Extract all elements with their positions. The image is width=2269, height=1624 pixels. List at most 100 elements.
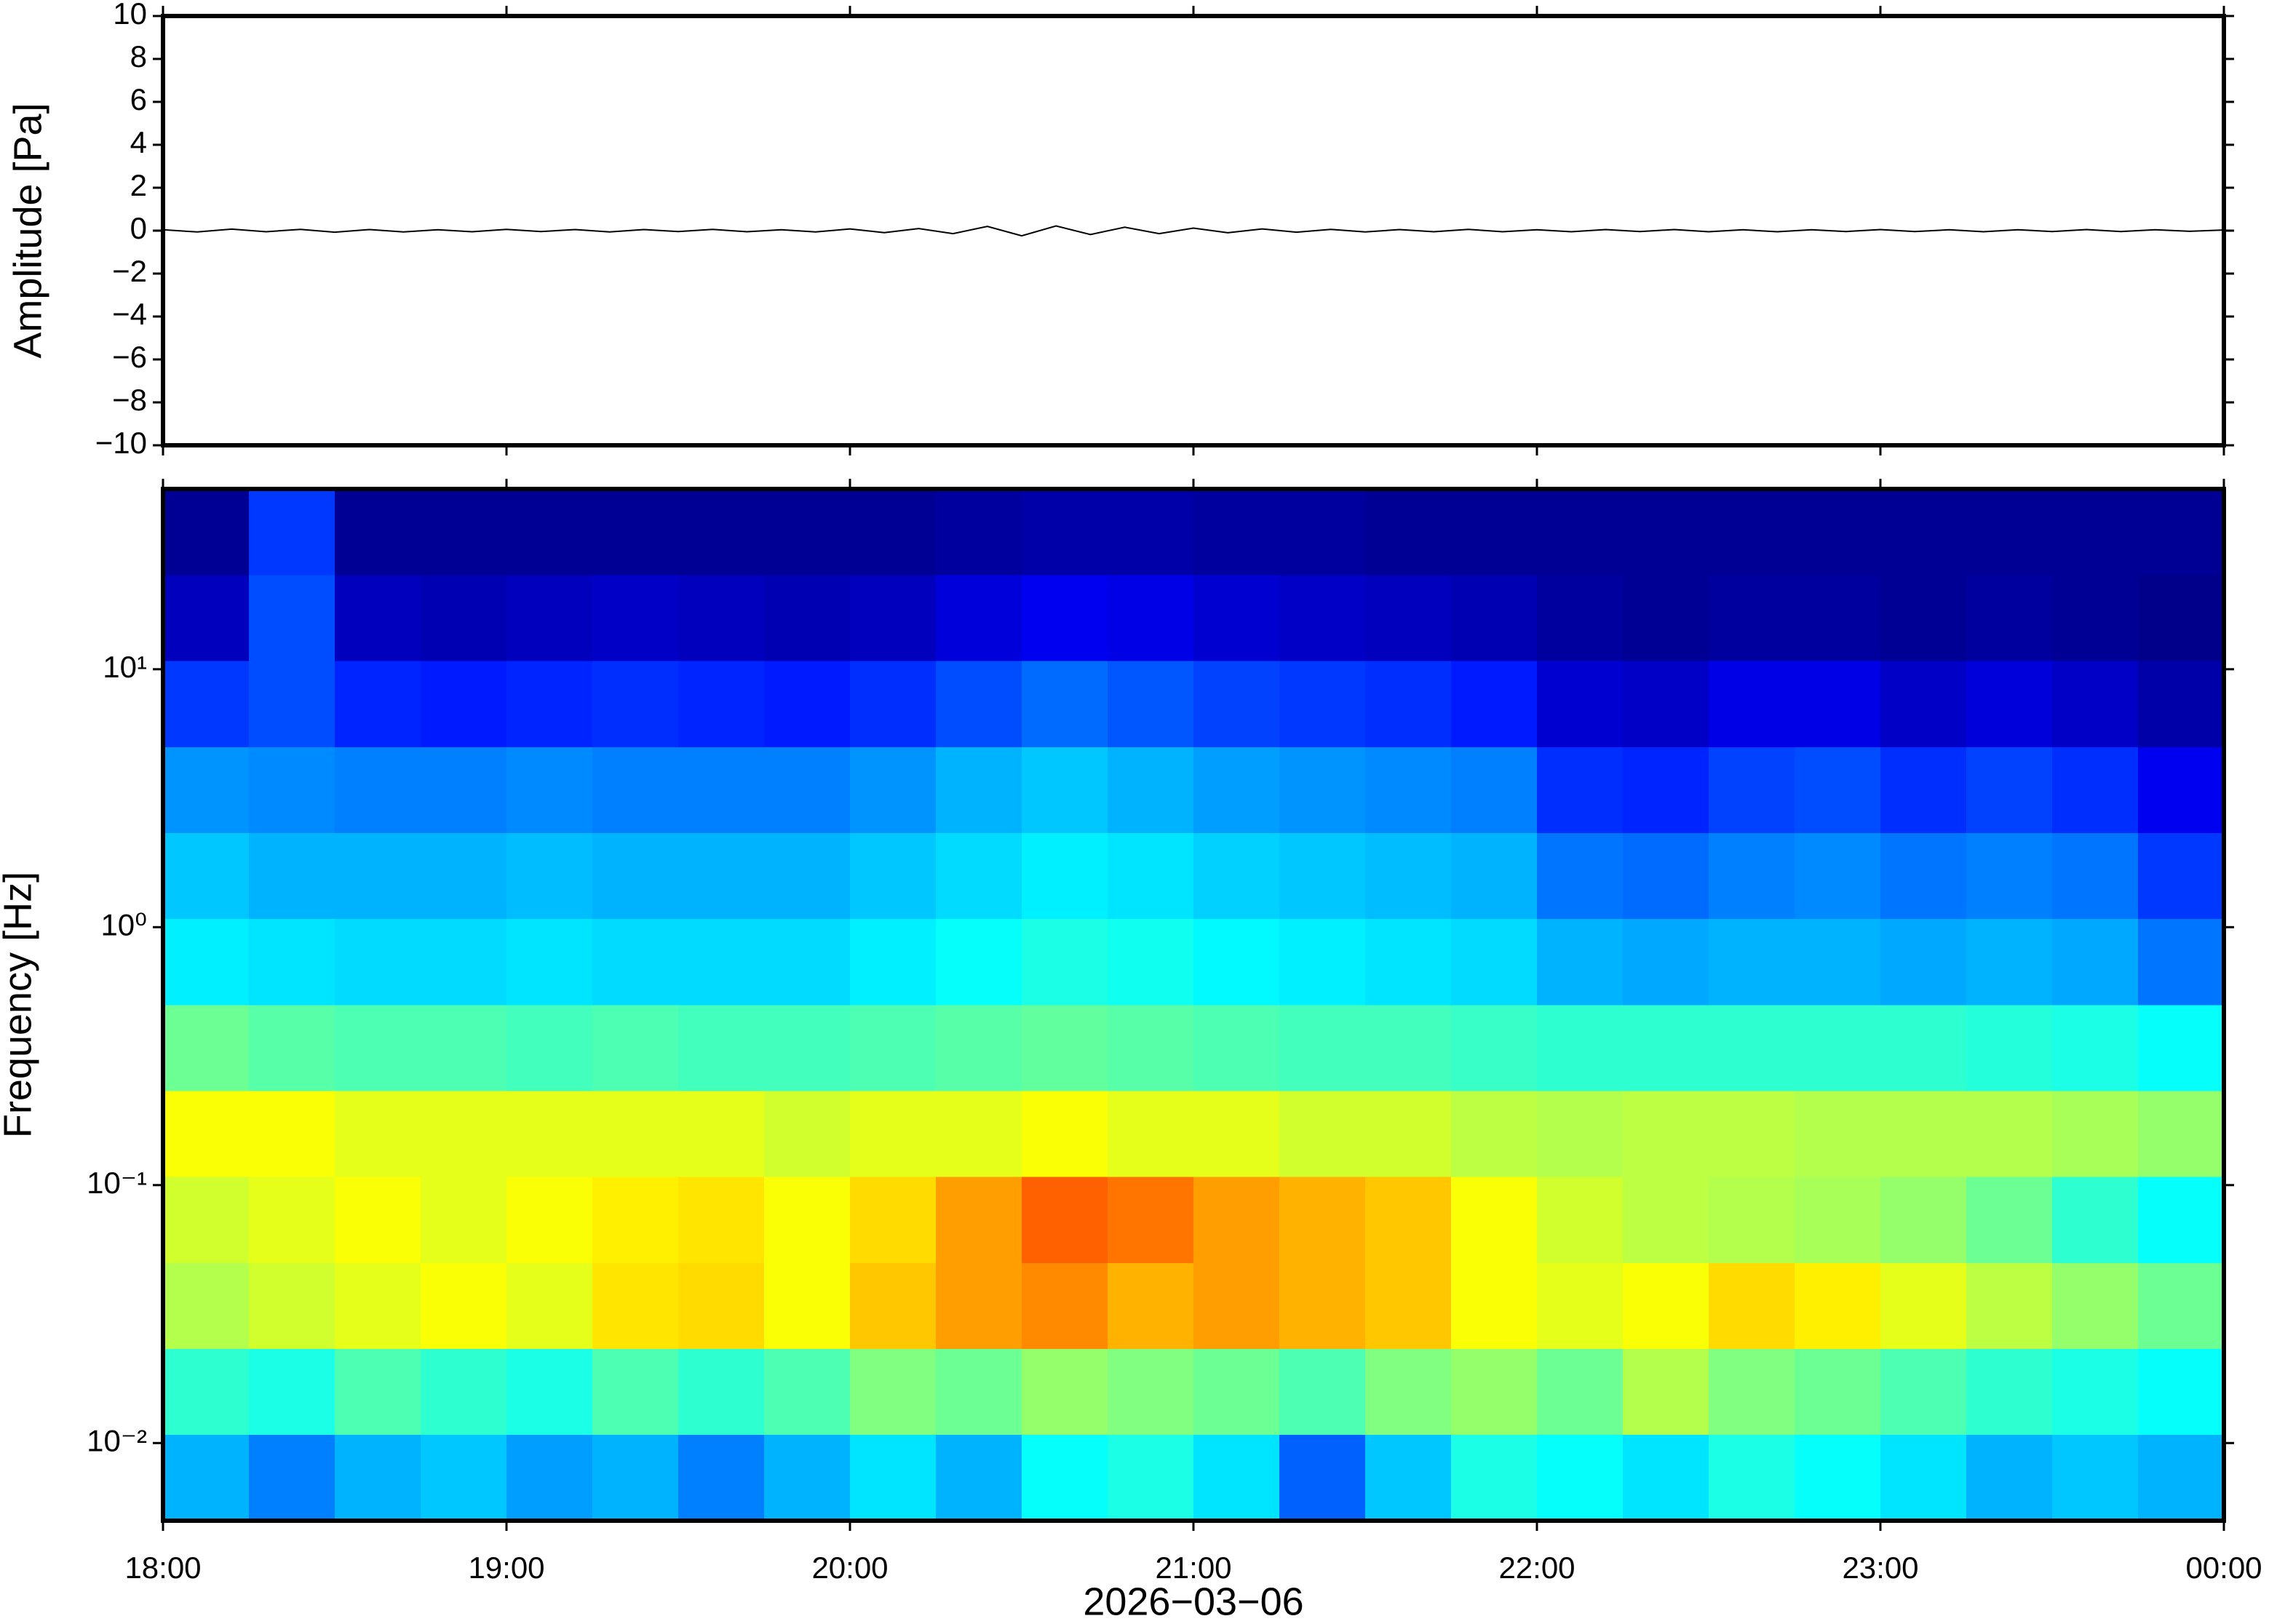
spectrogram-cell: [678, 575, 765, 661]
spectrogram-cell: [764, 489, 851, 576]
spectrogram-cell: [1279, 660, 1366, 747]
spectrogram-cell: [1022, 1262, 1108, 1350]
spectrogram-cell: [936, 832, 1022, 919]
spectrogram-cell: [1365, 918, 1452, 1006]
spectrogram-cell: [1451, 1348, 1538, 1435]
x-tick-label: 23:00: [1842, 1551, 1918, 1585]
spectrogram-cell: [2052, 1005, 2139, 1091]
spectrogram-cell: [506, 747, 593, 834]
spectrogram-cell: [2138, 832, 2225, 919]
spectrogram-cell: [1880, 1005, 1967, 1091]
spectrogram-cell: [1709, 575, 1795, 661]
spectrogram-cell: [1365, 832, 1452, 919]
spectrogram-cell: [2138, 1348, 2225, 1435]
spectrogram-cell: [1709, 1348, 1795, 1435]
spectrogram-cell: [421, 660, 507, 747]
spectrogram-cell: [678, 489, 765, 576]
spectrogram-cell: [764, 832, 851, 919]
spectrogram-cell: [1709, 1262, 1795, 1350]
spectrogram-cell: [2138, 489, 2225, 576]
spectrogram-cell: [1279, 575, 1366, 661]
x-tick-label: 22:00: [1498, 1551, 1575, 1585]
spectrogram-cell: [1451, 575, 1538, 661]
spectrogram-cell: [506, 575, 593, 661]
spectrogram-cell: [1193, 918, 1280, 1006]
x-tick-label: 00:00: [2185, 1551, 2262, 1585]
spectrogram-cell: [1193, 1005, 1280, 1091]
spectrogram-cell: [936, 1091, 1022, 1177]
spectrogram-cell: [1537, 918, 1624, 1006]
spectrogram-cell: [421, 1176, 507, 1263]
spectrogram-cell: [936, 1348, 1022, 1435]
spectrogram-cell: [592, 660, 679, 747]
spectrogram-cell: [2138, 1091, 2225, 1177]
spectrogram-cell: [1966, 1091, 2053, 1177]
spectrogram-cell: [850, 489, 937, 576]
spectrogram-cell: [1795, 489, 1881, 576]
spectrogram-cell: [1279, 1262, 1366, 1350]
spectrogram-cell: [1795, 1005, 1881, 1091]
spectrogram-cell: [421, 1091, 507, 1177]
spectrogram-cell: [764, 1091, 851, 1177]
spectrogram-cell: [2138, 1005, 2225, 1091]
spectrogram-cell: [1795, 1176, 1881, 1263]
spectrogram-cell: [1193, 747, 1280, 834]
y-tick-label: 2: [130, 168, 147, 202]
y-tick-label: 4: [130, 125, 147, 159]
spectrogram-cell: [2138, 747, 2225, 834]
spectrogram-cell: [850, 660, 937, 747]
spectrogram-cell: [1966, 918, 2053, 1006]
spectrogram-cell: [335, 1091, 421, 1177]
spectrogram-cell: [1022, 832, 1108, 919]
spectrogram-cell: [1623, 1434, 1709, 1521]
spectrogram-cell: [1966, 489, 2053, 576]
spectrogram-cell: [421, 1262, 507, 1350]
spectrogram-cell: [850, 1091, 937, 1177]
spectrogram-cell: [335, 1434, 421, 1521]
spectrogram-cell: [1279, 1005, 1366, 1091]
spectrogram-cell: [764, 1176, 851, 1263]
spectrogram-cell: [678, 1434, 765, 1521]
plot-frame: [161, 14, 2226, 447]
spectrogram-cell: [1709, 747, 1795, 834]
spectrogram-cell: [678, 1091, 765, 1177]
spectrogram-cell: [2052, 575, 2139, 661]
spectrogram-cell: [1279, 1348, 1366, 1435]
spectrogram-cell: [592, 1434, 679, 1521]
spectrogram-cell: [1709, 1176, 1795, 1263]
spectrogram-cell: [1022, 747, 1108, 834]
spectrogram-cell: [421, 1348, 507, 1435]
spectrogram-cell: [592, 489, 679, 576]
spectrogram-cell: [678, 1348, 765, 1435]
spectrogram-cell: [1966, 747, 2053, 834]
spectrogram-cell: [421, 489, 507, 576]
y-tick-label: −4: [112, 297, 147, 331]
spectrogram-cell: [678, 747, 765, 834]
spectrogram-cell: [1279, 832, 1366, 919]
spectrogram-cell: [335, 832, 421, 919]
spectrogram-cell: [163, 575, 250, 661]
spectrogram-cell: [1193, 1262, 1280, 1350]
spectrogram-cell: [2052, 832, 2139, 919]
spectrogram-cell: [1451, 1091, 1538, 1177]
spectrogram-cell: [1451, 832, 1538, 919]
spectrogram-cell: [764, 1005, 851, 1091]
spectrogram-cell: [1193, 832, 1280, 919]
spectrogram-cell: [506, 1176, 593, 1263]
spectrogram-cell: [1709, 1091, 1795, 1177]
spectrogram-cell: [1537, 660, 1624, 747]
spectrogram-cell: [936, 747, 1022, 834]
spectrogram-cell: [1193, 1434, 1280, 1521]
spectrogram-cell: [1795, 1262, 1881, 1350]
spectrogram-cell: [506, 660, 593, 747]
spectrogram-cell: [1108, 747, 1194, 834]
spectrogram-cell: [1193, 1176, 1280, 1263]
spectrogram-cell: [1537, 489, 1624, 576]
spectrogram-cell: [850, 832, 937, 919]
spectrogram-cell: [421, 918, 507, 1006]
spectrogram-cell: [1365, 660, 1452, 747]
spectrogram-cell: [1108, 1434, 1194, 1521]
spectrogram-cell: [2052, 489, 2139, 576]
spectrogram-cell: [936, 660, 1022, 747]
spectrogram-cell: [1795, 660, 1881, 747]
